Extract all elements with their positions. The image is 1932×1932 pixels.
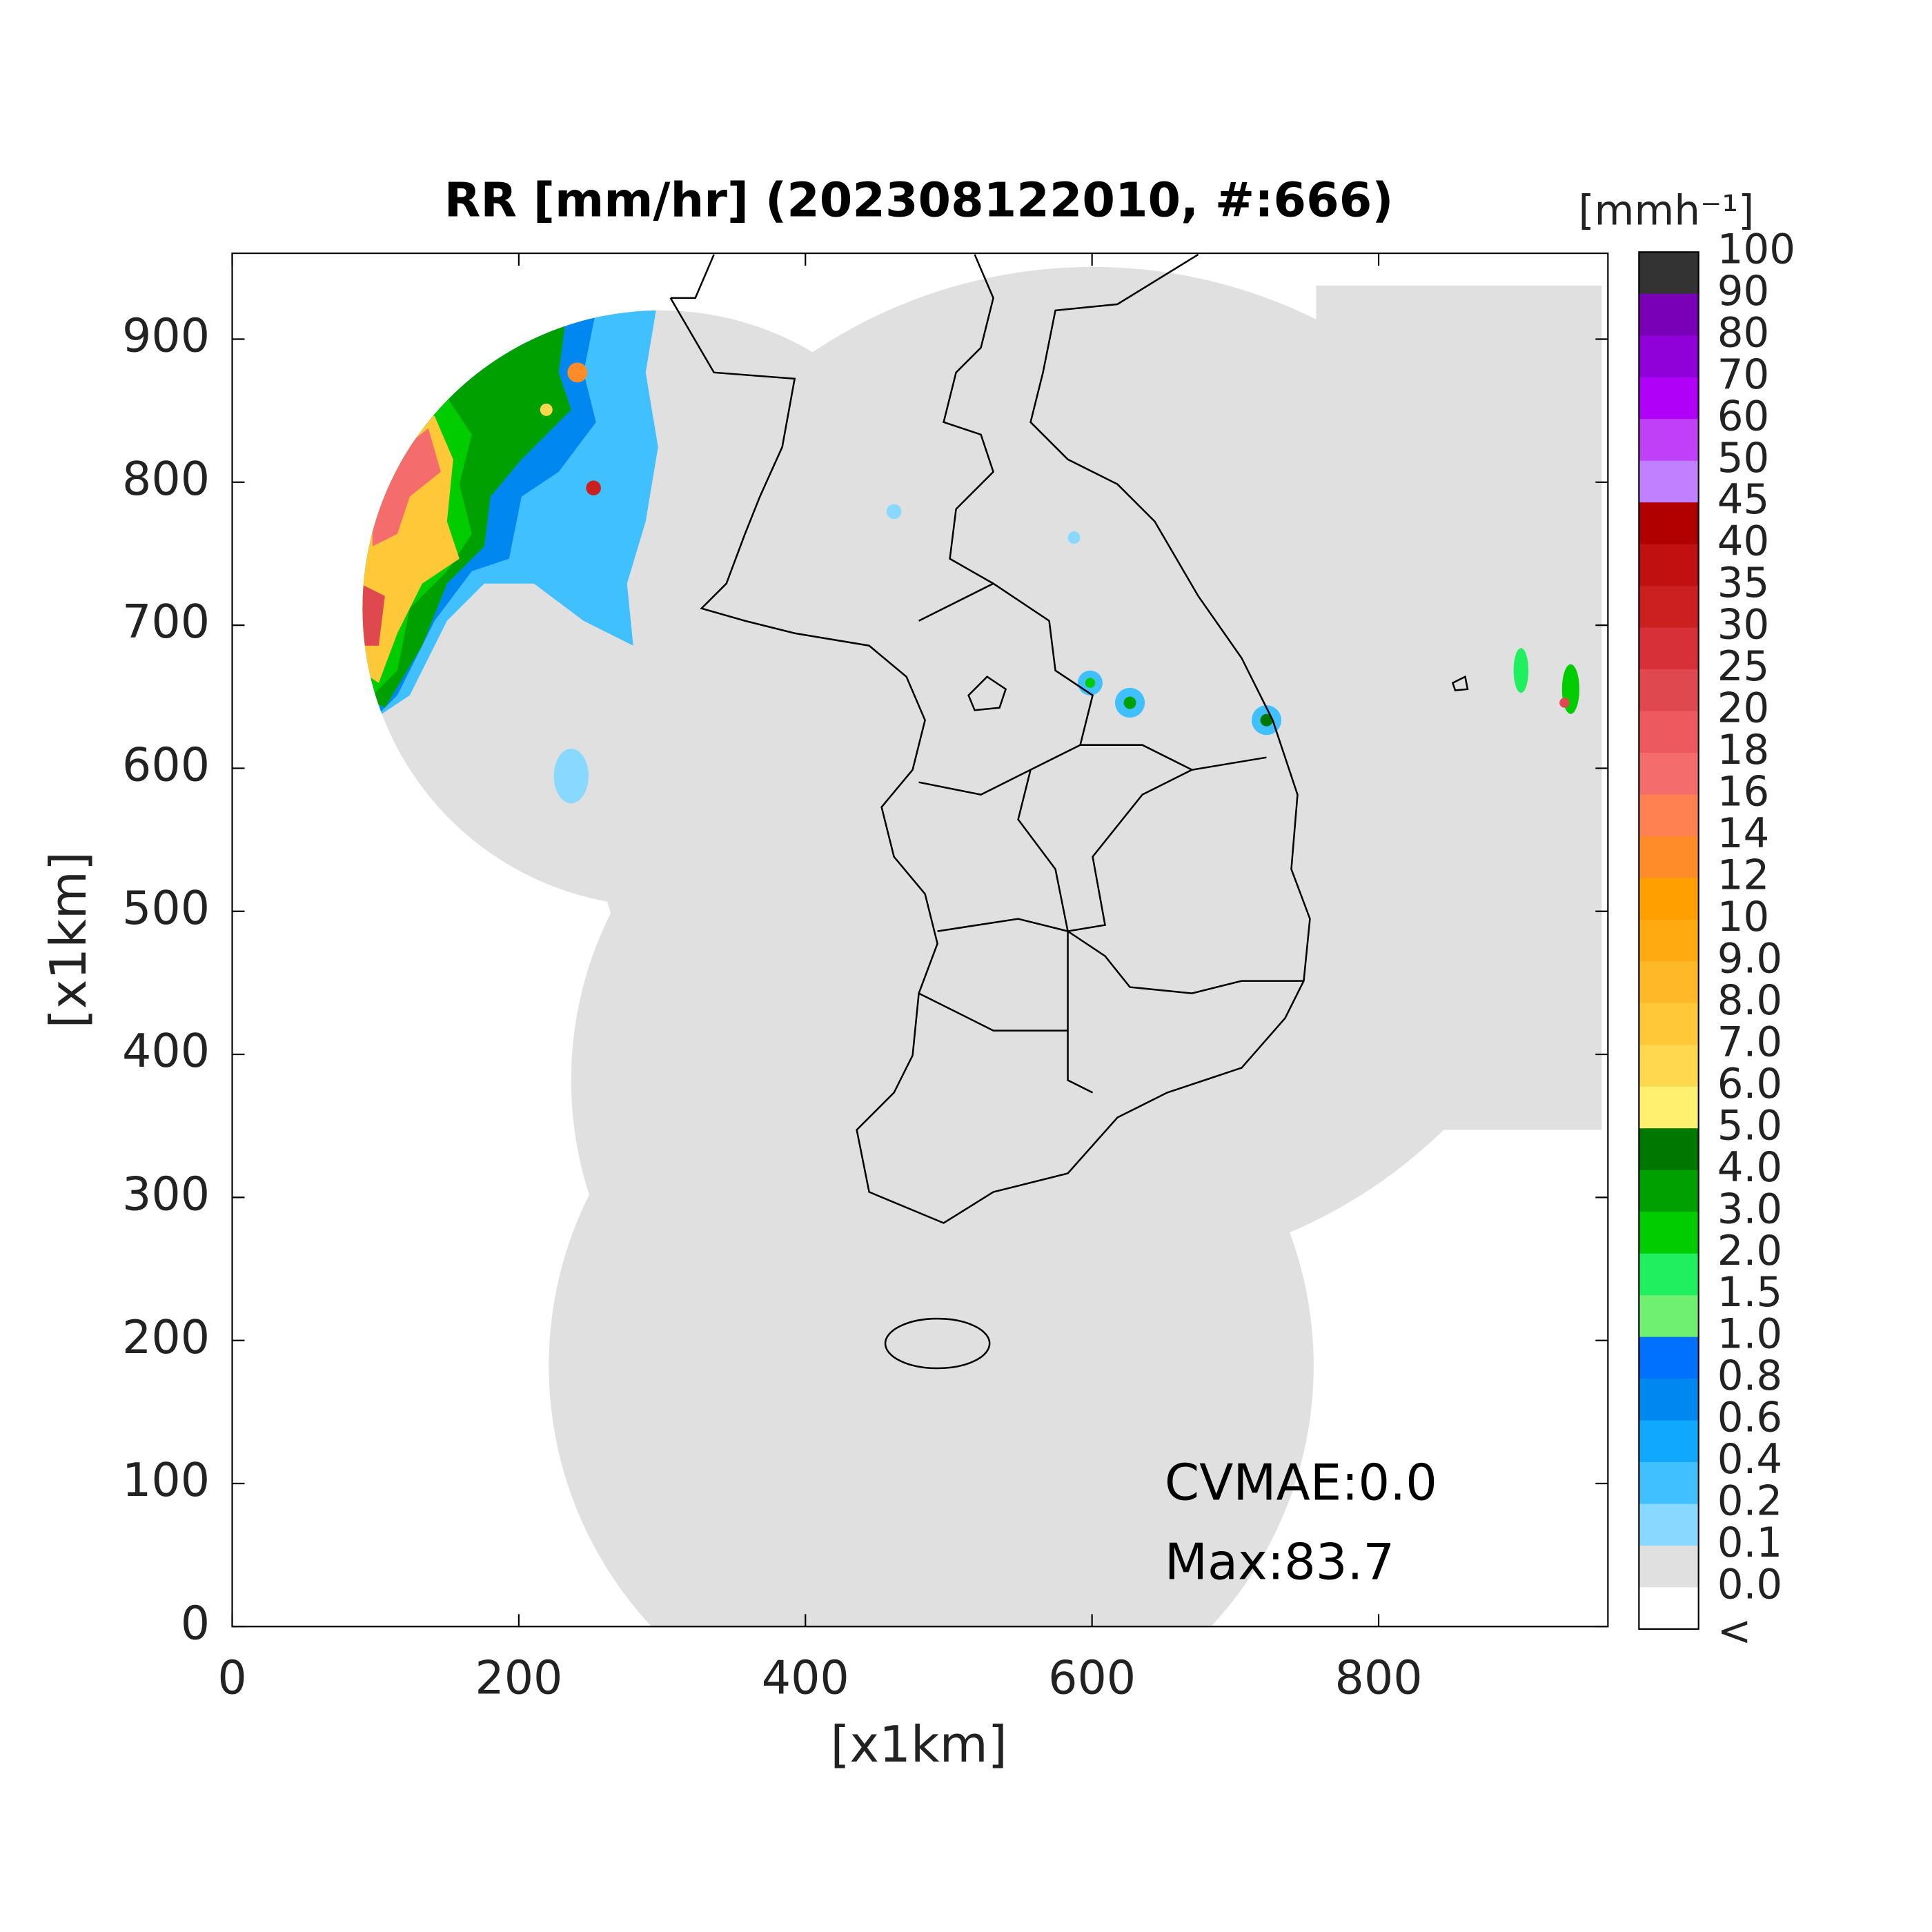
annotation: CVMAE:0.0 bbox=[1165, 1454, 1437, 1512]
colorbar-label: 0.8 bbox=[1717, 1352, 1782, 1400]
precipitation-cells bbox=[553, 504, 1579, 804]
colorbar-label: 50 bbox=[1717, 435, 1770, 482]
colorbar-label: 5.0 bbox=[1717, 1102, 1782, 1150]
colorbar-box bbox=[1639, 1212, 1699, 1254]
x-tick-label: 600 bbox=[1048, 1651, 1136, 1705]
radar-coverage bbox=[362, 266, 1602, 1627]
colorbar-box bbox=[1639, 836, 1699, 878]
colorbar-box bbox=[1639, 1420, 1699, 1463]
colorbar-label: 0.2 bbox=[1717, 1478, 1782, 1526]
colorbar-box bbox=[1639, 1086, 1699, 1129]
y-tick-label: 600 bbox=[122, 738, 210, 791]
colorbar-box bbox=[1639, 419, 1699, 462]
colorbar-box bbox=[1639, 752, 1699, 795]
colorbar-label: 25 bbox=[1717, 643, 1770, 691]
colorbar-label: 1.0 bbox=[1717, 1311, 1782, 1359]
colorbar-label: 40 bbox=[1717, 518, 1770, 566]
y-tick-label: 300 bbox=[122, 1167, 210, 1221]
y-tick-label: 400 bbox=[122, 1024, 210, 1078]
colorbar-label: 100 bbox=[1717, 226, 1795, 273]
y-tick-label: 500 bbox=[122, 881, 210, 935]
colorbar-box bbox=[1639, 252, 1699, 295]
colorbar-label: 90 bbox=[1717, 268, 1770, 315]
colorbar-title: [mmh⁻¹] bbox=[1579, 188, 1755, 235]
colorbar-box bbox=[1639, 1545, 1699, 1588]
coastlines bbox=[669, 253, 1469, 1370]
colorbar-label: 16 bbox=[1717, 769, 1770, 816]
y-axis-label: [x1km] bbox=[39, 851, 97, 1028]
colorbar-box bbox=[1639, 711, 1699, 753]
colorbar-box bbox=[1639, 544, 1699, 586]
colorbar-box bbox=[1639, 1003, 1699, 1045]
y-tick-label: 200 bbox=[122, 1310, 210, 1364]
colorbar-box bbox=[1639, 1253, 1699, 1296]
colorbar-label: 0.4 bbox=[1717, 1436, 1782, 1483]
colorbar-box bbox=[1639, 878, 1699, 920]
colorbar-box bbox=[1639, 919, 1699, 962]
colorbar-box bbox=[1639, 627, 1699, 670]
colorbar-label: 12 bbox=[1717, 852, 1770, 900]
colorbar-frame bbox=[1638, 251, 1699, 1630]
y-tick-label: 900 bbox=[122, 309, 210, 363]
colorbar-label: 7.0 bbox=[1717, 1018, 1782, 1066]
colorbar-label: 30 bbox=[1717, 602, 1770, 649]
colorbar-box bbox=[1639, 1379, 1699, 1421]
colorbar-label: 45 bbox=[1717, 476, 1770, 524]
x-tick-label: 400 bbox=[762, 1651, 849, 1705]
colorbar-label: 0.1 bbox=[1717, 1519, 1782, 1567]
colorbar-label: 70 bbox=[1717, 351, 1770, 399]
colorbar-box bbox=[1639, 335, 1699, 378]
annotation: Max:83.7 bbox=[1165, 1533, 1394, 1591]
colorbar-label: 18 bbox=[1717, 727, 1770, 774]
colorbar-label: 6.0 bbox=[1717, 1061, 1782, 1108]
colorbar-box bbox=[1639, 1462, 1699, 1505]
colorbar-label: 14 bbox=[1717, 810, 1770, 858]
colorbar-label: 10 bbox=[1717, 894, 1770, 941]
colorbar-label: 0.0 bbox=[1717, 1561, 1782, 1609]
x-tick-label: 800 bbox=[1334, 1651, 1422, 1705]
colorbar-box bbox=[1639, 586, 1699, 629]
colorbar-box bbox=[1639, 961, 1699, 1004]
colorbar-label: 0.6 bbox=[1717, 1394, 1782, 1442]
colorbar-label: 2.0 bbox=[1717, 1228, 1782, 1275]
axes-frame bbox=[231, 253, 1609, 1628]
colorbar-box bbox=[1639, 293, 1699, 336]
y-tick-label: 0 bbox=[181, 1596, 210, 1650]
colorbar-box bbox=[1639, 1504, 1699, 1546]
y-tick-label: 700 bbox=[122, 595, 210, 649]
colorbar-label: 3.0 bbox=[1717, 1185, 1782, 1233]
colorbar-box bbox=[1639, 1337, 1699, 1379]
colorbar-label: 9.0 bbox=[1717, 935, 1782, 983]
colorbar-box bbox=[1639, 669, 1699, 712]
colorbar-box bbox=[1639, 502, 1699, 545]
colorbar-label: 1.5 bbox=[1717, 1269, 1782, 1317]
colorbar-label: 60 bbox=[1717, 393, 1770, 440]
y-tick-label: 800 bbox=[122, 452, 210, 506]
colorbar-box bbox=[1639, 1045, 1699, 1087]
x-axis-label: [x1km] bbox=[830, 1715, 1007, 1773]
colorbar-label: 4.0 bbox=[1717, 1144, 1782, 1192]
colorbar-box bbox=[1639, 1295, 1699, 1338]
colorbar-label: 80 bbox=[1717, 309, 1770, 357]
colorbar-box bbox=[1639, 1128, 1699, 1171]
colorbar-box bbox=[1639, 1587, 1699, 1630]
colorbar-box bbox=[1639, 377, 1699, 420]
x-tick-label: 0 bbox=[217, 1651, 246, 1705]
colorbar-box bbox=[1639, 794, 1699, 837]
colorbar-box bbox=[1639, 1170, 1699, 1212]
colorbar-label: 20 bbox=[1717, 685, 1770, 733]
colorbar-label: < bbox=[1717, 1608, 1752, 1655]
colorbar-label: 8.0 bbox=[1717, 977, 1782, 1025]
y-tick-label: 100 bbox=[122, 1453, 210, 1507]
x-tick-label: 200 bbox=[475, 1651, 562, 1705]
chart-title: RR [mm/hr] (202308122010, #:666) bbox=[444, 174, 1394, 228]
colorbar-label: 35 bbox=[1717, 560, 1770, 607]
colorbar-box bbox=[1639, 460, 1699, 503]
